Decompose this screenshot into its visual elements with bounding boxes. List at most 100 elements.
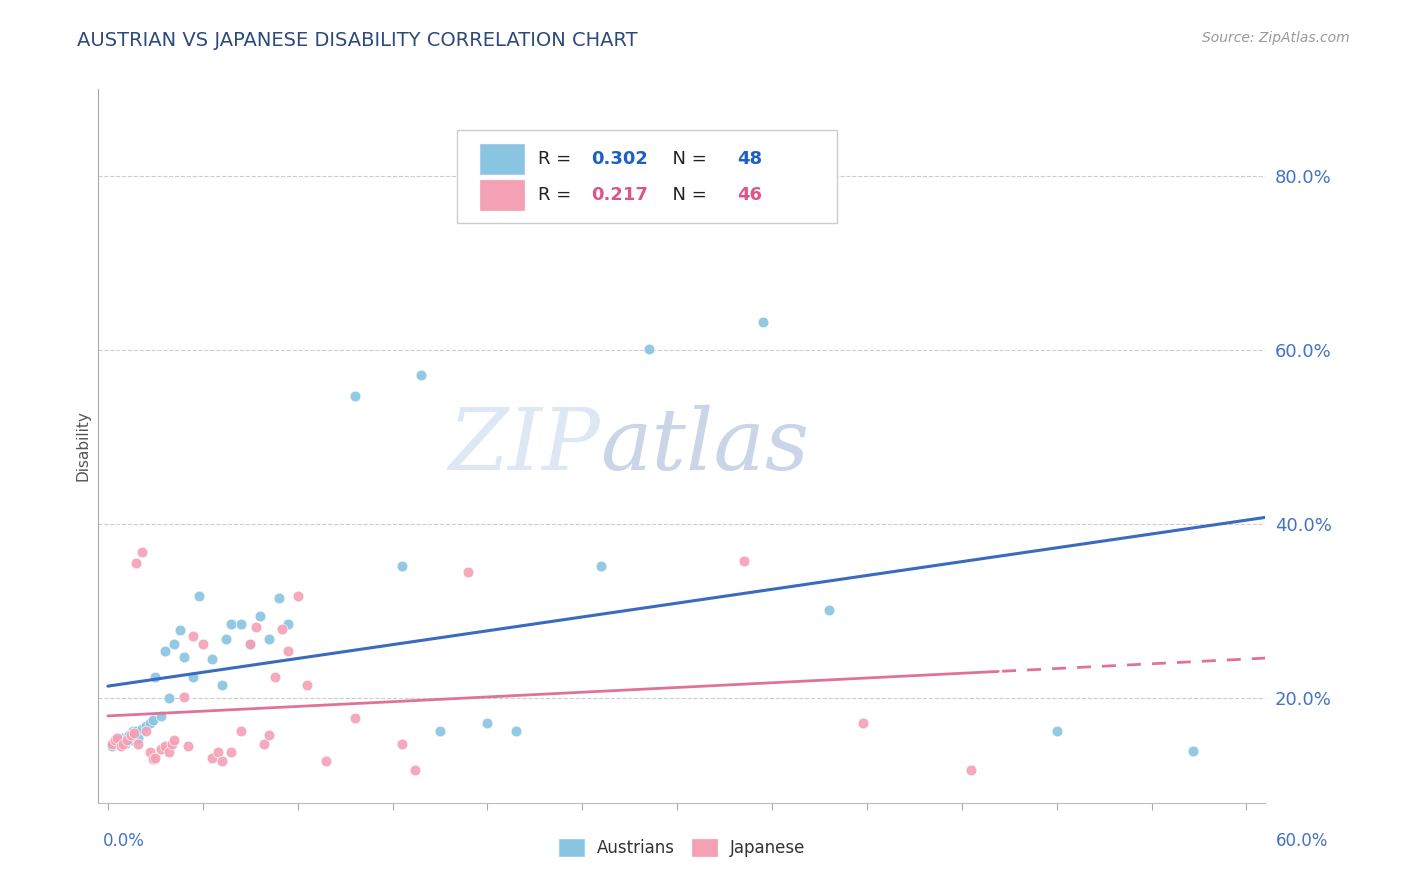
Point: [404, 763, 426, 777]
Point: [142, 713, 165, 727]
Point: [153, 739, 176, 754]
Text: 46: 46: [737, 186, 762, 203]
Point: [163, 637, 186, 651]
Point: [252, 737, 274, 751]
Point: [105, 735, 128, 749]
Text: R =: R =: [538, 186, 583, 203]
Point: [118, 728, 141, 742]
Point: [100, 737, 122, 751]
Point: [176, 739, 198, 754]
Point: [637, 342, 659, 356]
Point: [105, 731, 128, 745]
Point: [127, 737, 149, 751]
Point: [181, 629, 204, 643]
Point: [115, 733, 138, 747]
Point: [110, 739, 132, 754]
Point: [163, 733, 186, 747]
Point: [239, 637, 262, 651]
Point: [125, 724, 148, 739]
Point: [138, 715, 160, 730]
Point: [1182, 743, 1205, 757]
Point: [135, 724, 157, 739]
Point: [505, 724, 527, 739]
Point: [245, 620, 267, 634]
Point: [207, 745, 229, 759]
Point: [315, 754, 337, 768]
Point: [169, 624, 191, 638]
Text: N =: N =: [661, 150, 713, 168]
Point: [264, 670, 287, 684]
Point: [287, 589, 309, 603]
Point: [219, 617, 242, 632]
Point: [162, 737, 184, 751]
Point: [131, 722, 153, 736]
Point: [477, 715, 499, 730]
Point: [271, 622, 294, 636]
Point: [257, 728, 280, 742]
Point: [121, 723, 143, 738]
Point: [124, 726, 146, 740]
Point: [409, 368, 432, 382]
Point: [135, 719, 157, 733]
Point: [257, 632, 280, 647]
Point: [120, 728, 142, 742]
Point: [229, 617, 252, 632]
FancyBboxPatch shape: [479, 144, 524, 174]
Text: N =: N =: [661, 186, 713, 203]
Point: [143, 750, 166, 764]
Point: [131, 545, 153, 559]
Point: [591, 559, 613, 574]
Point: [100, 739, 122, 754]
Y-axis label: Disability: Disability: [75, 410, 90, 482]
Point: [104, 737, 127, 751]
Point: [142, 752, 165, 766]
FancyBboxPatch shape: [457, 130, 837, 223]
Point: [150, 742, 173, 756]
Point: [115, 731, 138, 745]
Point: [124, 728, 146, 742]
Point: [733, 554, 755, 568]
Point: [173, 649, 195, 664]
Point: [114, 737, 136, 751]
Point: [201, 750, 224, 764]
Point: [127, 731, 149, 745]
Point: [104, 733, 127, 747]
Point: [181, 670, 204, 684]
Point: [211, 754, 233, 768]
Text: AUSTRIAN VS JAPANESE DISABILITY CORRELATION CHART: AUSTRIAN VS JAPANESE DISABILITY CORRELAT…: [77, 31, 638, 50]
Point: [249, 608, 271, 623]
Point: [239, 637, 262, 651]
Point: [391, 737, 413, 751]
Point: [960, 763, 983, 777]
Point: [391, 559, 413, 574]
Point: [191, 637, 214, 651]
Point: [277, 617, 299, 632]
Point: [429, 724, 451, 739]
Point: [157, 691, 180, 706]
Text: Source: ZipAtlas.com: Source: ZipAtlas.com: [1202, 31, 1350, 45]
Point: [277, 643, 299, 657]
Point: [110, 733, 132, 747]
Point: [120, 733, 142, 747]
Point: [457, 565, 479, 579]
Point: [173, 690, 195, 704]
Point: [112, 737, 135, 751]
Point: [125, 557, 148, 571]
FancyBboxPatch shape: [479, 179, 524, 210]
Text: 0.0%: 0.0%: [103, 832, 145, 850]
Text: atlas: atlas: [600, 405, 810, 487]
Text: 0.302: 0.302: [591, 150, 648, 168]
Text: ZIP: ZIP: [449, 405, 600, 487]
Point: [153, 643, 176, 657]
Point: [188, 589, 211, 603]
Point: [818, 602, 841, 616]
Text: 48: 48: [737, 150, 762, 168]
Point: [267, 591, 290, 606]
Point: [852, 715, 875, 730]
Text: 60.0%: 60.0%: [1277, 832, 1329, 850]
Point: [343, 388, 366, 402]
Text: R =: R =: [538, 150, 578, 168]
Point: [138, 745, 160, 759]
Point: [201, 652, 224, 666]
Point: [211, 678, 233, 692]
